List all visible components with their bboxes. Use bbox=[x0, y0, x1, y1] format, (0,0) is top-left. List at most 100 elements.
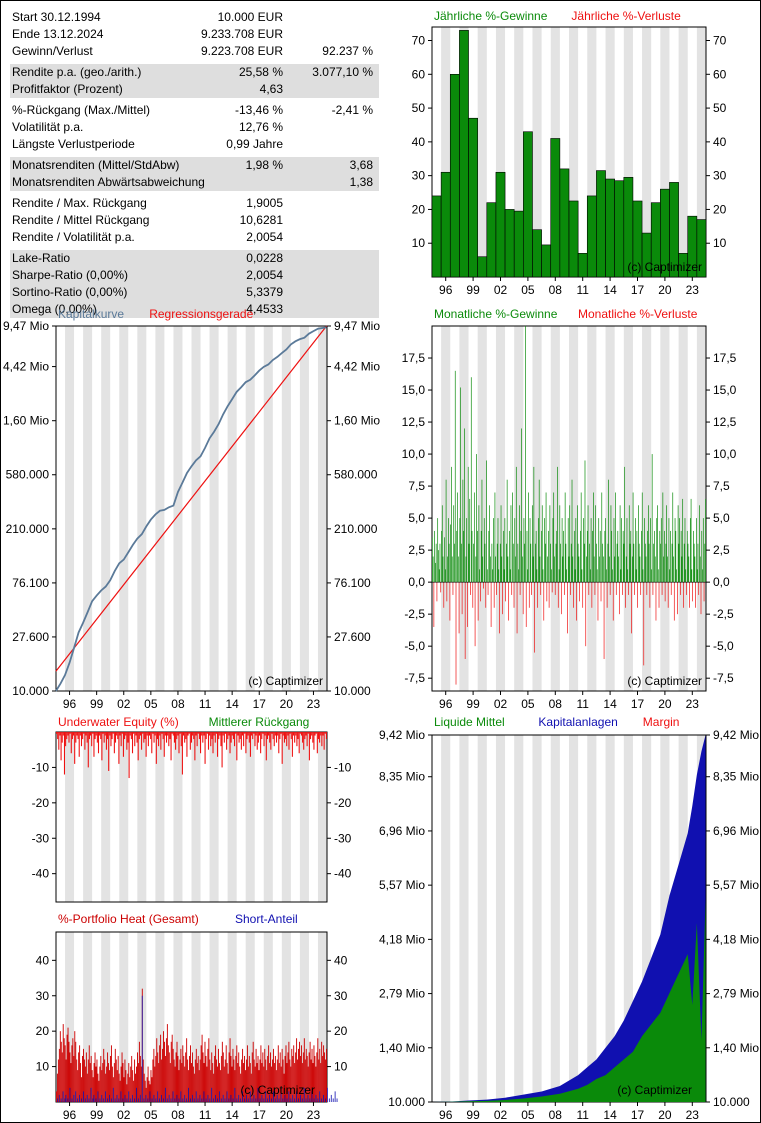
stat-value: 4,63 bbox=[259, 82, 283, 96]
underwater-bar bbox=[239, 732, 241, 740]
portfolio-heat-chart: 96 99 02 05 08 11 14 17 20 23 10 10 20 20 30 30 40 40 %-Po… bbox=[36, 912, 348, 1122]
heat-bar bbox=[289, 1059, 291, 1102]
heat-bar bbox=[299, 1055, 301, 1102]
underwater-bar bbox=[74, 732, 76, 764]
heat-bar bbox=[281, 1048, 283, 1102]
short-bar bbox=[182, 1098, 184, 1102]
underwater-bar bbox=[96, 732, 98, 743]
monthly-bar bbox=[620, 569, 622, 583]
underwater-bar bbox=[143, 732, 145, 743]
underwater-bar bbox=[304, 732, 306, 740]
monthly-bar bbox=[480, 530, 482, 583]
year-stripe bbox=[65, 732, 75, 902]
short-bar bbox=[217, 1098, 218, 1102]
monthly-bar bbox=[643, 582, 645, 666]
monthly-bar bbox=[572, 556, 574, 583]
heat-bar bbox=[75, 1041, 77, 1102]
heat-bar bbox=[212, 1063, 214, 1102]
heat-bar bbox=[262, 1052, 264, 1102]
monthly-bar bbox=[545, 492, 547, 583]
annual-bar bbox=[532, 229, 542, 278]
stat-value: -13,46 % bbox=[234, 103, 283, 117]
short-bar bbox=[286, 1098, 288, 1102]
year-stripe bbox=[173, 732, 183, 902]
y-tick-label: 17,5 bbox=[713, 351, 737, 365]
heat-bar bbox=[308, 1052, 310, 1102]
x-tick-label: 99 bbox=[466, 283, 480, 297]
legend-entry: Regressionsgerade bbox=[149, 307, 253, 321]
monthly-bar bbox=[553, 492, 555, 583]
x-tick-label: 14 bbox=[603, 1108, 617, 1122]
short-bar bbox=[305, 1098, 307, 1102]
year-stripe bbox=[441, 27, 451, 277]
underwater-bar bbox=[128, 732, 130, 779]
short-bar bbox=[330, 1094, 332, 1102]
monthly-bar bbox=[612, 569, 613, 583]
y-tick-label: 27.600 bbox=[334, 630, 371, 644]
y-tick-label: 76.100 bbox=[334, 576, 371, 590]
x-tick-label: 02 bbox=[117, 697, 131, 711]
heat-bar bbox=[68, 1041, 70, 1102]
stat-label: %-Rückgang (Max./Mittel) bbox=[12, 103, 151, 117]
underwater-bar bbox=[207, 732, 210, 750]
monthly-bar bbox=[561, 518, 563, 583]
underwater-bar bbox=[197, 732, 199, 734]
x-tick-label: 99 bbox=[90, 697, 104, 711]
heat-bar bbox=[150, 1070, 152, 1102]
heat-bar bbox=[147, 1066, 149, 1102]
monthly-bar bbox=[683, 543, 685, 583]
monthly-bar bbox=[693, 543, 695, 583]
x-tick-label: 99 bbox=[466, 697, 480, 711]
monthly-bar bbox=[675, 530, 677, 583]
heat-bar bbox=[73, 1055, 75, 1102]
monthly-bar bbox=[504, 518, 506, 583]
heat-bar bbox=[65, 1059, 67, 1102]
heat-bar bbox=[152, 1059, 154, 1102]
heat-bar bbox=[191, 1052, 193, 1102]
heat-bar bbox=[218, 1063, 220, 1102]
legend-entry: Liquide Mittel bbox=[434, 715, 505, 729]
monthly-bar bbox=[444, 569, 446, 583]
year-stripe bbox=[495, 735, 506, 1102]
heat-bar bbox=[217, 1066, 218, 1102]
heat-bar bbox=[121, 1052, 123, 1102]
underwater-bar bbox=[87, 732, 89, 768]
heat-bar bbox=[304, 1059, 306, 1102]
y-tick-label: 580.000 bbox=[334, 468, 378, 482]
underwater-bar bbox=[196, 732, 198, 747]
heat-bar bbox=[222, 1052, 224, 1102]
underwater-bar bbox=[230, 732, 232, 743]
monthly-bar bbox=[654, 530, 655, 583]
stat-row: Sharpe-Ratio (0,00%) 2,0054 bbox=[10, 267, 379, 284]
year-stripe bbox=[281, 732, 291, 902]
underwater-bar bbox=[260, 732, 262, 754]
y-tick-label: 40 bbox=[36, 953, 50, 967]
stat-row: Ende 13.12.2024 9.233.708 EUR bbox=[10, 26, 379, 43]
year-stripe bbox=[642, 735, 652, 1102]
underwater-bar bbox=[112, 732, 114, 734]
annual-bar bbox=[696, 219, 707, 278]
heat-bar bbox=[293, 1045, 295, 1102]
monthly-bar bbox=[628, 505, 630, 583]
heat-bar bbox=[88, 1045, 90, 1102]
year-stripe bbox=[495, 27, 506, 277]
underwater-bar bbox=[150, 732, 152, 740]
underwater-bar bbox=[93, 732, 95, 757]
monthly-bar bbox=[609, 556, 610, 583]
underwater-bar bbox=[200, 732, 202, 754]
monthly-bar bbox=[585, 582, 587, 647]
monthly-bar bbox=[467, 582, 468, 627]
underwater-bar bbox=[309, 732, 312, 740]
heat-bar bbox=[272, 1048, 274, 1102]
monthly-bar bbox=[579, 582, 580, 602]
underwater-bar bbox=[252, 732, 254, 740]
short-bar bbox=[58, 1094, 60, 1102]
year-stripe bbox=[605, 27, 615, 277]
monthly-bar bbox=[525, 582, 527, 627]
short-bar bbox=[296, 1091, 297, 1102]
heat-bar bbox=[71, 1045, 73, 1102]
heat-bar bbox=[83, 1048, 84, 1102]
monthly-bar bbox=[670, 530, 671, 583]
underwater-bar bbox=[134, 732, 136, 747]
underwater-bar bbox=[275, 732, 278, 743]
